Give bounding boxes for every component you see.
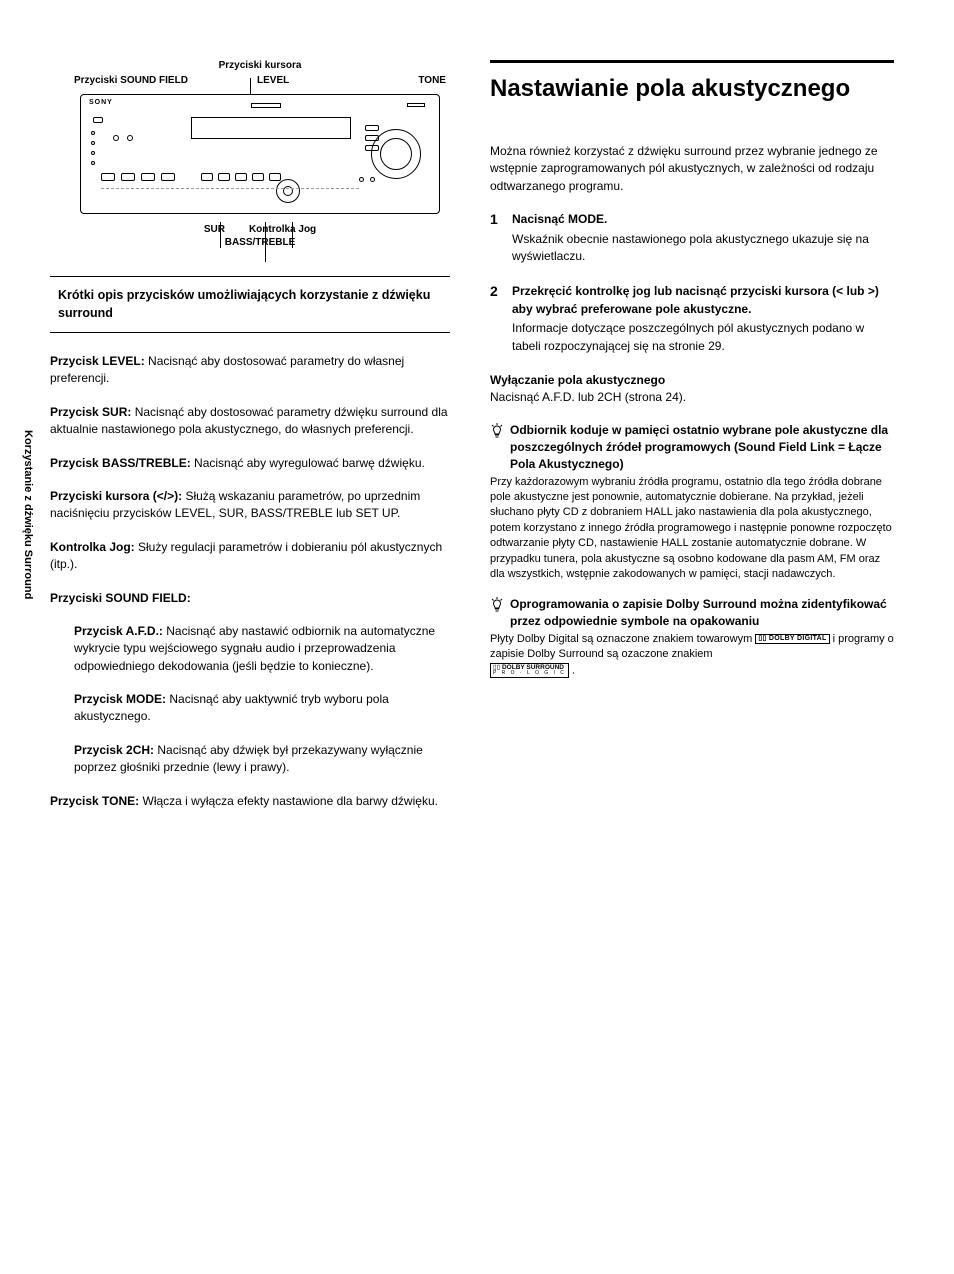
section-heading: Nastawianie pola akustycznego <box>490 60 894 103</box>
volume-knob-icon <box>371 129 421 179</box>
tip-1: Odbiornik koduje w pamięci ostatnio wybr… <box>490 422 894 472</box>
tip-2: Oprogramowania o zapisie Dolby Surround … <box>490 596 894 630</box>
small-button-icon <box>127 135 133 141</box>
para-level: Przycisk LEVEL: Nacisnąć aby dostosować … <box>50 353 450 388</box>
diag-label-tone: TONE <box>418 75 446 86</box>
tip1-title: Odbiornik koduje w pamięci ostatnio wybr… <box>510 422 894 472</box>
diag-label-sur: SUR <box>204 224 225 235</box>
step-number: 2 <box>490 283 512 355</box>
right-column: Nastawianie pola akustycznego Można równ… <box>490 60 894 826</box>
step2-body: Informacje dotyczące poszczególnych pól … <box>512 320 894 355</box>
tip-icon <box>490 422 504 472</box>
display-panel <box>191 117 351 139</box>
jack-column <box>91 131 95 171</box>
tip-icon <box>490 596 504 630</box>
tip2-title: Oprogramowania o zapisie Dolby Surround … <box>510 596 894 630</box>
step2-title: Przekręcić kontrolkę jog lub nacisnąć pr… <box>512 283 894 318</box>
slot-icon <box>251 103 281 108</box>
para-basstreble: Przycisk BASS/TREBLE: Nacisnąć aby wyreg… <box>50 455 450 472</box>
step1-body: Wskaźnik obecnie nastawionego pola akust… <box>512 231 894 266</box>
chevron-left-icon: < <box>157 489 164 503</box>
lead-line <box>265 222 266 262</box>
small-button-icon <box>113 135 119 141</box>
off-heading: Wyłączanie pola akustycznego <box>490 373 894 387</box>
off-body: Nacisnąć A.F.D. lub 2CH (strona 24). <box>490 389 894 406</box>
step-number: 1 <box>490 211 512 265</box>
chevron-right-icon: > <box>868 284 875 298</box>
power-button-icon <box>93 117 103 123</box>
left-column: Przyciski kursora Przyciski SOUND FIELD … <box>50 60 450 826</box>
tip2-body: Płyty Dolby Digital są oznaczone znakiem… <box>490 632 894 679</box>
tip1-body: Przy każdorazowym wybraniu źródła progra… <box>490 475 894 583</box>
lead-line <box>292 222 293 248</box>
dolby-surround-mark: ▯▯ DOLBY SURROUND P R O · L O G I C <box>490 663 569 679</box>
jog-dial-icon <box>276 179 300 203</box>
para-sur: Przycisk SUR: Nacisnąć aby dostosować pa… <box>50 404 450 439</box>
button-row2 <box>201 173 281 181</box>
receiver-diagram: Przyciski kursora Przyciski SOUND FIELD … <box>50 60 450 248</box>
para-tone: Przycisk TONE: Włącza i wyłącza efekty n… <box>50 793 450 810</box>
step-2: 2 Przekręcić kontrolkę jog lub nacisnąć … <box>490 283 894 355</box>
para-afd: Przycisk A.F.D.: Nacisnąć aby nastawić o… <box>50 623 450 675</box>
diag-label-bass: BASS/TREBLE <box>70 237 450 248</box>
diag-label-level: LEVEL <box>257 75 289 86</box>
para-cursor: Przyciski kursora (</>): Służą wskazaniu… <box>50 488 450 523</box>
lead-line <box>220 222 221 248</box>
para-mode: Przycisk MODE: Nacisnąć aby uaktywnić tr… <box>50 691 450 726</box>
two-dots <box>359 177 375 182</box>
diag-label-soundfield: Przyciski SOUND FIELD <box>74 75 188 86</box>
side-tab: Korzystanie z dźwięku Surround <box>22 430 34 599</box>
button-row <box>101 173 175 181</box>
box-title: Krótki opis przycisków umożliwiających k… <box>50 276 450 333</box>
dolby-digital-mark: ▯▯ DOLBY DIGITAL <box>755 634 829 644</box>
step1-title: Nacisnąć MODE. <box>512 211 894 228</box>
para-2ch: Przycisk 2CH: Nacisnąć aby dźwięk był pr… <box>50 742 450 777</box>
soundfield-heading: Przyciski SOUND FIELD: <box>50 590 450 607</box>
intro-para: Można również korzystać z dźwięku surrou… <box>490 143 894 195</box>
diag-label-top: Przyciski kursora <box>70 60 450 71</box>
receiver-illustration: SONY <box>80 94 440 214</box>
step-1: 1 Nacisnąć MODE. Wskaźnik obecnie nastaw… <box>490 211 894 265</box>
para-jog: Kontrolka Jog: Służy regulacji parametró… <box>50 539 450 574</box>
indicator-icon <box>407 103 425 107</box>
dashed-line <box>101 188 359 189</box>
brand-label: SONY <box>89 99 113 106</box>
diag-label-jog: Kontrolka Jog <box>249 224 316 235</box>
page: Przyciski kursora Przyciski SOUND FIELD … <box>0 0 954 866</box>
